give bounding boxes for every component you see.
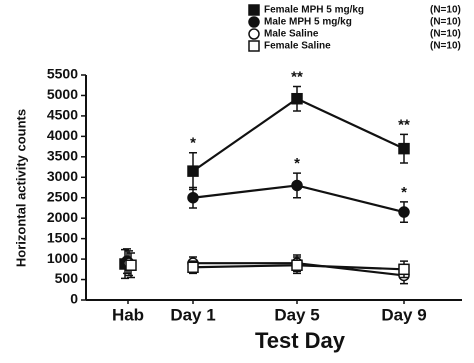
legend-label: Male Saline	[264, 29, 319, 40]
x-tick-label: Hab	[112, 305, 144, 324]
x-tick-label: Day 5	[274, 305, 319, 324]
y-tick-label: 2500	[47, 188, 78, 204]
significance-label: *	[401, 184, 407, 201]
x-axis-label: Test Day	[255, 328, 346, 353]
data-point	[291, 259, 303, 271]
significance-label: *	[294, 155, 300, 172]
data-point	[291, 92, 303, 105]
data-point	[187, 165, 199, 177]
data-point	[187, 191, 199, 204]
legend-label: Male MPH 5 mg/kg	[264, 17, 352, 28]
data-point	[398, 263, 410, 276]
y-tick-label: 3500	[47, 148, 78, 164]
legend-marker	[248, 40, 260, 52]
legend-label: Female Saline	[264, 41, 331, 52]
data-point	[398, 142, 410, 155]
data-point	[187, 261, 199, 274]
legend-marker	[248, 16, 260, 28]
x-tick-label: Day 9	[381, 305, 426, 324]
legend-marker	[248, 4, 260, 16]
data-point	[125, 259, 137, 271]
legend-n: (N=10)	[430, 17, 461, 28]
y-tick-label: 4000	[47, 127, 78, 143]
y-tick-label: 1500	[47, 229, 78, 245]
data-point	[291, 179, 303, 192]
y-tick-label: 4500	[47, 107, 78, 123]
y-tick-label: 5000	[47, 86, 78, 102]
significance-label: **	[398, 116, 410, 133]
legend-label: Female MPH 5 mg/kg	[264, 5, 364, 16]
y-tick-label: 5500	[47, 66, 78, 82]
x-tick-label: Day 1	[170, 305, 215, 324]
significance-label: *	[190, 135, 196, 152]
y-tick-label: 2000	[47, 209, 78, 225]
legend-n: (N=10)	[430, 29, 461, 40]
data-point	[398, 206, 410, 218]
legend-n: (N=10)	[430, 5, 461, 16]
significance-label: **	[291, 68, 303, 85]
legend-n: (N=10)	[430, 41, 461, 52]
y-tick-label: 3000	[47, 168, 78, 184]
y-tick-label: 0	[70, 291, 78, 307]
y-tick-label: 1000	[47, 250, 78, 266]
legend-marker	[248, 28, 260, 40]
y-axis-label: Horizontal activity counts	[13, 109, 28, 267]
y-tick-label: 500	[55, 270, 79, 286]
